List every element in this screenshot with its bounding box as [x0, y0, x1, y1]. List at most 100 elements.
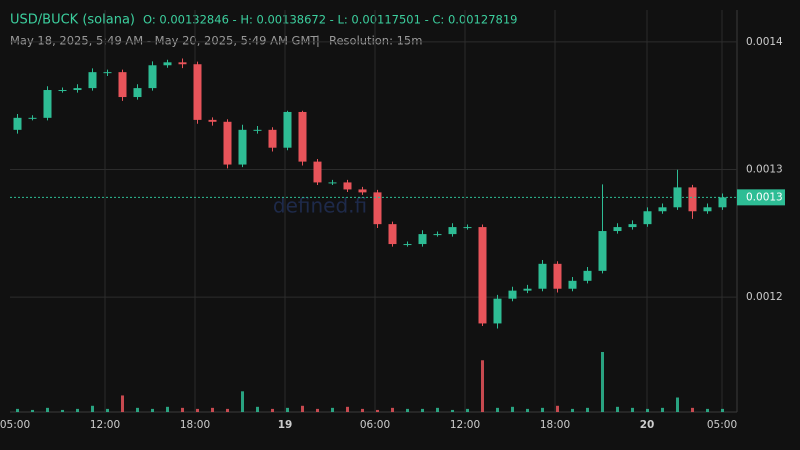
- volume-bar: [346, 406, 349, 412]
- candle-body: [208, 119, 217, 122]
- candle-body: [553, 263, 562, 289]
- y-tick-label: 0.0014: [746, 36, 783, 48]
- volume-bar: [406, 408, 409, 412]
- x-tick-label: 19: [278, 419, 293, 431]
- volume-bar: [151, 408, 154, 412]
- candle-body: [373, 192, 382, 225]
- volume-bar: [616, 406, 619, 412]
- x-tick-label: 05:00: [707, 419, 737, 431]
- volume-bar: [316, 408, 319, 412]
- volume-bar: [436, 407, 439, 412]
- volume-bar: [331, 407, 334, 412]
- candle-body: [73, 88, 82, 91]
- candle-body: [118, 72, 127, 98]
- y-tick-label: 0.0012: [746, 291, 783, 303]
- separator: |: [316, 34, 320, 48]
- volume-bar: [196, 408, 199, 412]
- volume-bar: [541, 407, 544, 412]
- volume-bar: [571, 408, 574, 412]
- candle-body: [433, 234, 442, 236]
- y-tick-label: 0.0013: [746, 164, 783, 176]
- candle-body: [313, 161, 322, 183]
- candle-body: [58, 90, 67, 92]
- candle-body: [463, 227, 472, 229]
- candle-body: [583, 270, 592, 281]
- date-range: May 18, 2025, 5:49 AM - May 20, 2025, 5:…: [10, 34, 318, 48]
- candle-body: [328, 182, 337, 184]
- candle-body: [43, 90, 52, 118]
- candle-body: [673, 187, 682, 208]
- candle-body: [193, 64, 202, 120]
- volume-bar: [106, 408, 109, 412]
- volume-bar: [466, 408, 469, 412]
- candle-body: [343, 182, 352, 190]
- candle-body: [613, 227, 622, 232]
- volume-bar: [376, 409, 379, 412]
- volume-bar: [256, 406, 259, 412]
- candle-body: [658, 207, 667, 212]
- candle-body: [13, 117, 22, 130]
- candle-body: [598, 231, 607, 271]
- candle-body: [478, 227, 487, 324]
- candle-body: [703, 207, 712, 212]
- volume-bar: [451, 409, 454, 412]
- volume-bar: [661, 407, 664, 412]
- candle-body: [538, 263, 547, 289]
- last-price-label: 0.0013: [746, 191, 783, 203]
- x-tick-label: 12:00: [450, 419, 480, 431]
- candle-body: [223, 121, 232, 165]
- candle-body: [523, 288, 532, 291]
- candle-body: [628, 224, 637, 228]
- chart-title: USD/BUCK (solana): [10, 13, 135, 28]
- candle-body: [298, 111, 307, 162]
- volume-bar: [16, 408, 19, 412]
- volume-bar: [496, 407, 499, 412]
- volume-bar: [271, 408, 274, 412]
- candle-body: [28, 117, 37, 119]
- volume-bar: [721, 408, 724, 412]
- volume-bar: [241, 391, 244, 412]
- volume-bar: [136, 407, 139, 412]
- volume-bar: [91, 405, 94, 412]
- candle-body: [148, 65, 157, 89]
- candle-body: [643, 211, 652, 225]
- candle-body: [238, 129, 247, 165]
- x-tick-label: 05:00: [0, 419, 30, 431]
- candle-body: [418, 234, 427, 245]
- volume-bar: [226, 408, 229, 412]
- candle-body: [178, 62, 187, 65]
- candle-body: [448, 227, 457, 235]
- volume-bar: [301, 405, 304, 412]
- volume-bar: [601, 352, 604, 412]
- volume-bar: [481, 360, 484, 412]
- volume-bar: [646, 408, 649, 412]
- x-tick-label: 18:00: [180, 419, 210, 431]
- volume-bar: [586, 407, 589, 412]
- candle-body: [103, 72, 112, 74]
- x-tick-label: 12:00: [90, 419, 120, 431]
- candle-body: [493, 298, 502, 324]
- candle-body: [163, 62, 172, 66]
- resolution: Resolution: 15m: [329, 34, 422, 48]
- volume-bar: [76, 408, 79, 412]
- volume-bar: [676, 397, 679, 412]
- volume-bar: [361, 408, 364, 412]
- volume-bar: [286, 407, 289, 412]
- volume-bar: [421, 408, 424, 412]
- candle-body: [133, 88, 142, 98]
- candle-body: [358, 189, 367, 193]
- volume-bar: [631, 407, 634, 412]
- volume-bar: [556, 405, 559, 412]
- volume-bar: [46, 407, 49, 412]
- volume-bar: [211, 407, 214, 412]
- candle-body: [403, 244, 412, 246]
- volume-bar: [511, 406, 514, 412]
- candle-body: [508, 290, 517, 299]
- volume-bar: [706, 408, 709, 412]
- volume-bar: [526, 408, 529, 412]
- candle-body: [88, 72, 97, 89]
- volume-bar: [61, 409, 64, 412]
- last-price-box: [737, 189, 785, 206]
